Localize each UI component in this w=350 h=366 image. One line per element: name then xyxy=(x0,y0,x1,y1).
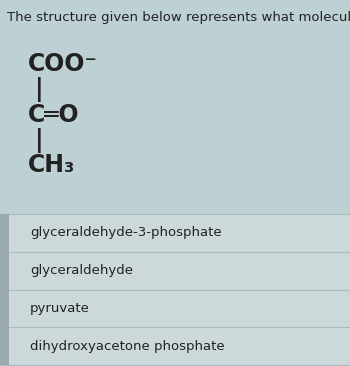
Text: |: | xyxy=(35,77,44,102)
FancyBboxPatch shape xyxy=(0,327,9,365)
Text: pyruvate: pyruvate xyxy=(30,302,90,315)
Text: dihydroxyacetone phosphate: dihydroxyacetone phosphate xyxy=(30,340,224,352)
Text: glyceraldehyde-3-phosphate: glyceraldehyde-3-phosphate xyxy=(30,227,221,239)
FancyBboxPatch shape xyxy=(0,252,9,290)
FancyBboxPatch shape xyxy=(0,290,9,327)
Text: CH₃: CH₃ xyxy=(28,153,75,178)
Text: glyceraldehyde: glyceraldehyde xyxy=(30,264,133,277)
Text: COO⁻: COO⁻ xyxy=(28,52,98,76)
Text: The structure given below represents what molecule?: The structure given below represents wha… xyxy=(7,11,350,24)
Text: |: | xyxy=(35,128,44,153)
Text: C═O: C═O xyxy=(28,103,80,127)
FancyBboxPatch shape xyxy=(0,214,350,365)
FancyBboxPatch shape xyxy=(0,214,9,252)
